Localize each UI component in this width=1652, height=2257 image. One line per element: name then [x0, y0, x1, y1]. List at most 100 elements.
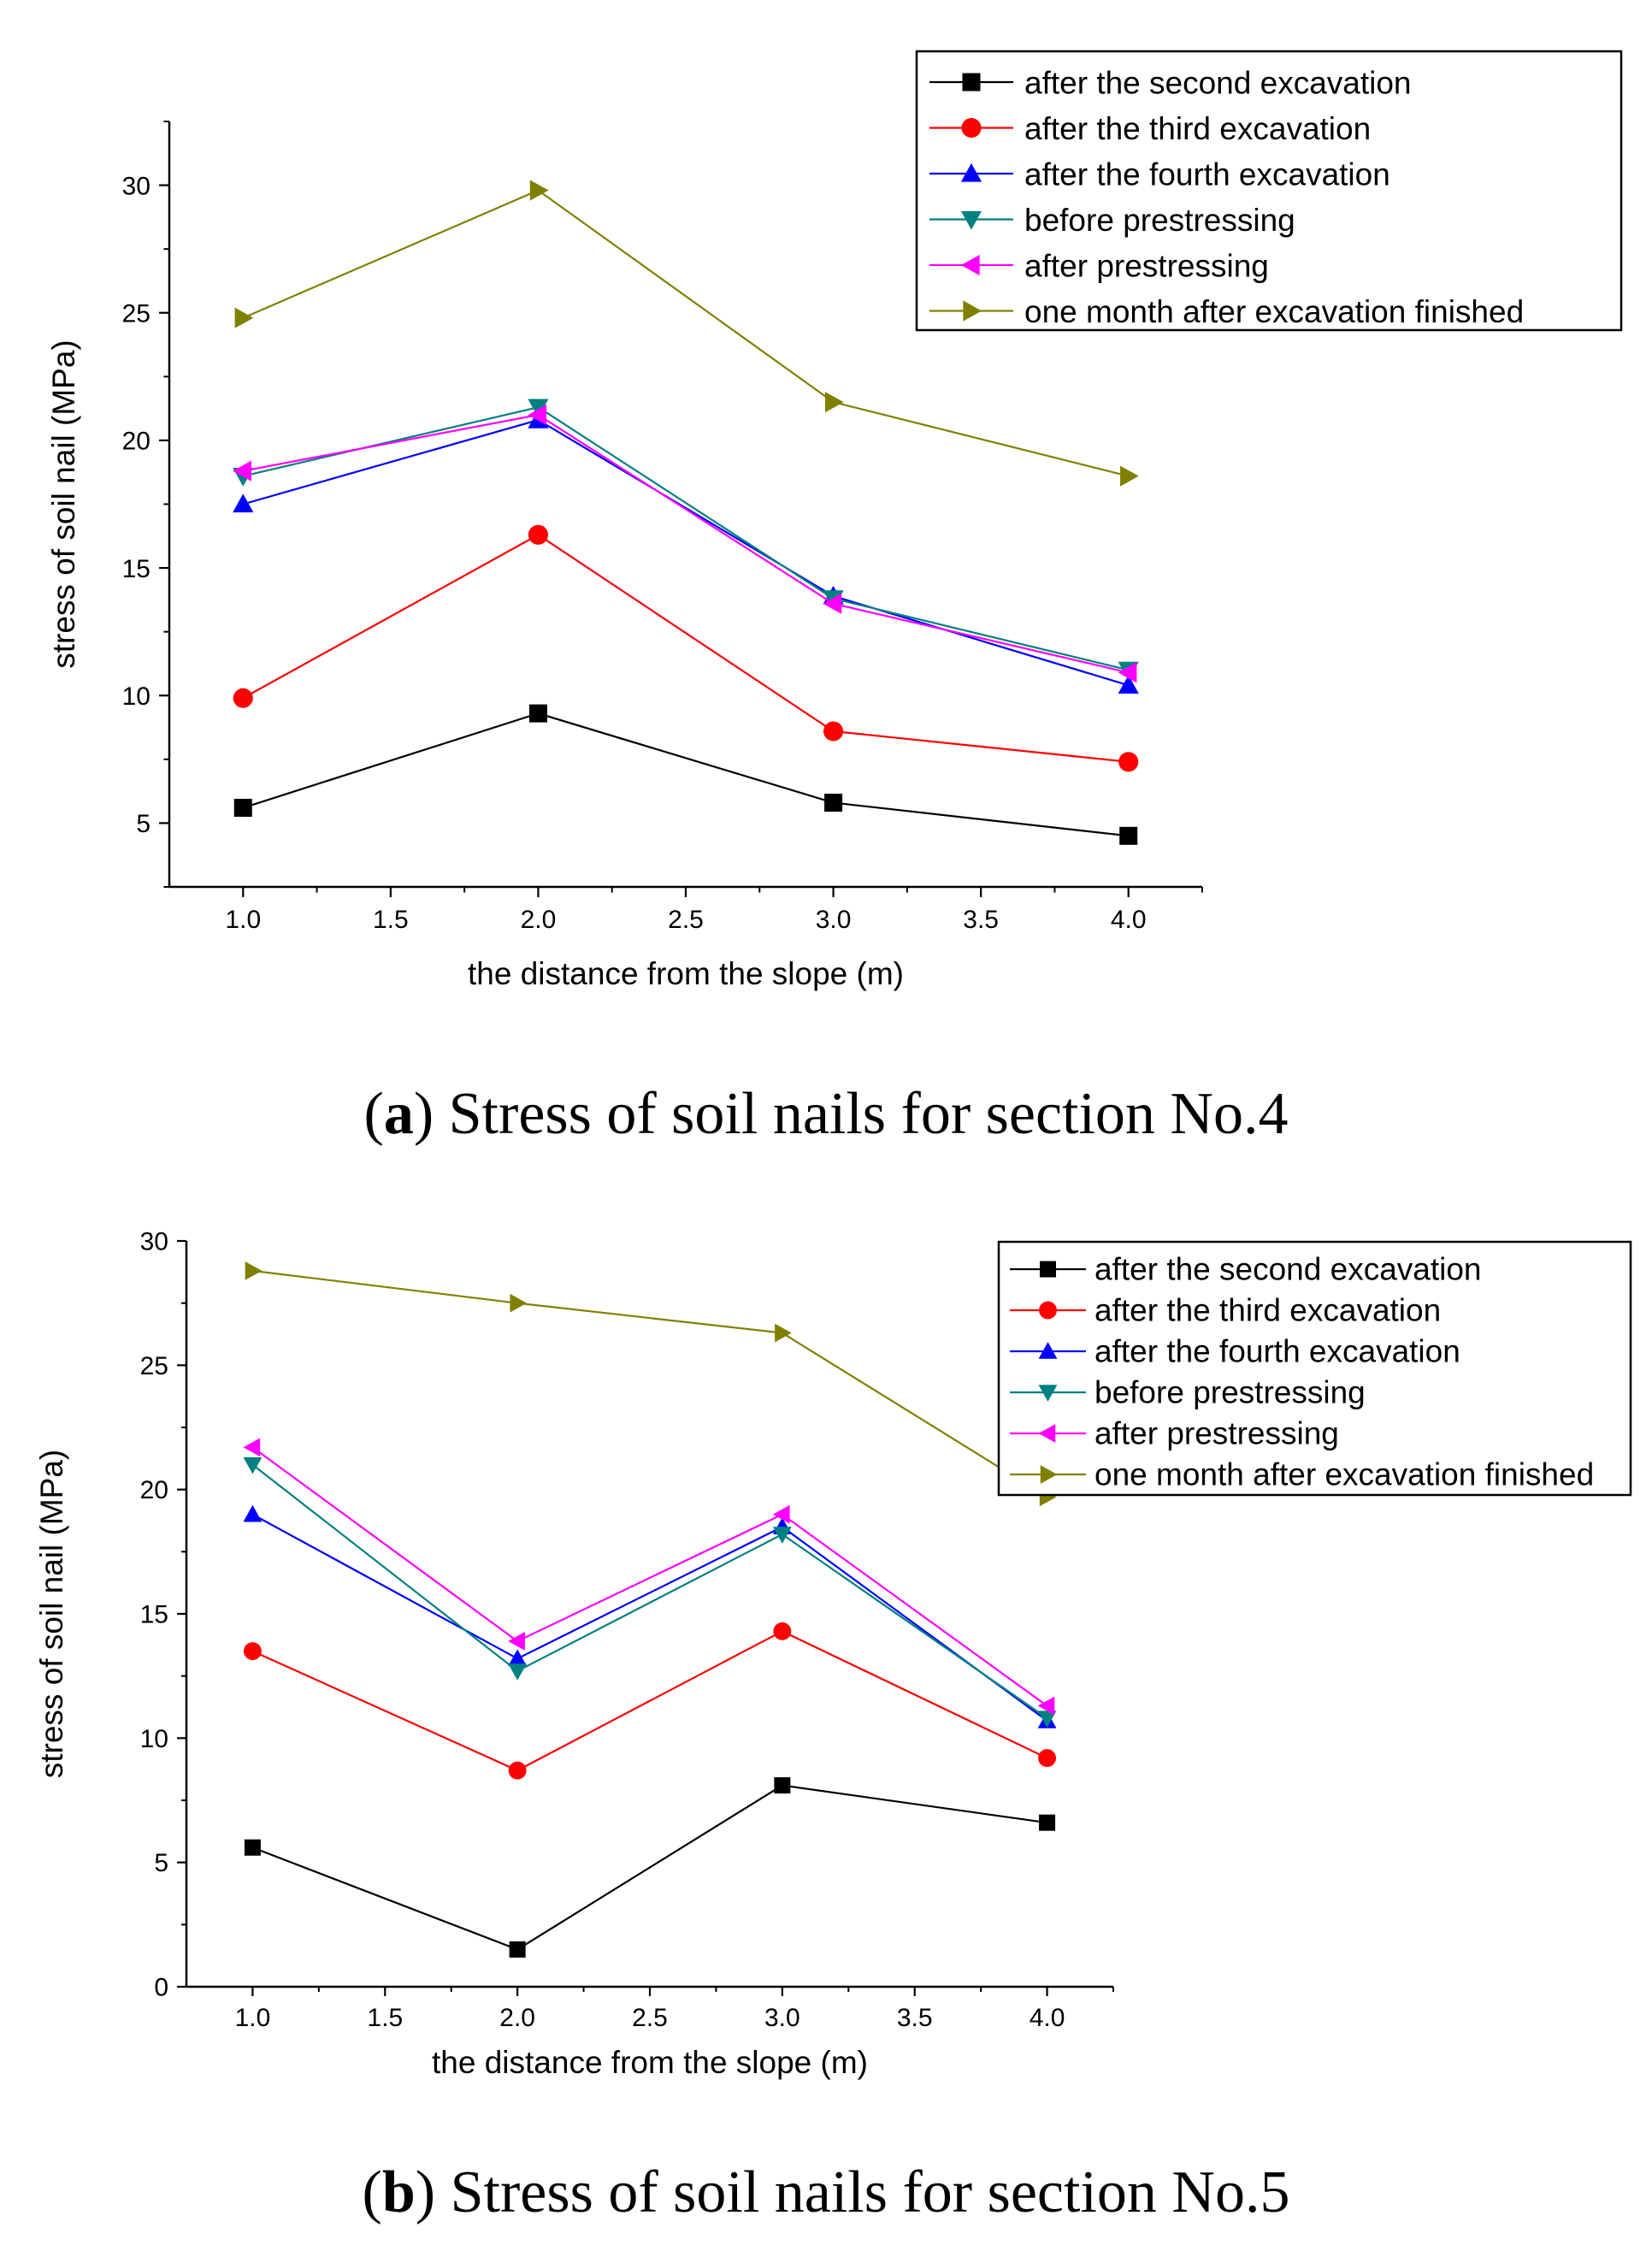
x-tick-label: 1.5: [367, 2004, 403, 2032]
data-point: [772, 1504, 790, 1524]
chart-a: 1.0 1.5 2.0 2.5 3.0 3.5 4.0 5 10 15 20 25 30 the dist…: [46, 50, 1623, 1147]
legend-marker: [961, 117, 982, 139]
data-point: [1037, 1710, 1057, 1728]
legend-marker: [962, 73, 981, 92]
data-point: [1039, 1814, 1056, 1831]
legend-marker: [1039, 1301, 1057, 1320]
x-axis-title: the distance from the slope (m): [432, 2045, 868, 2080]
legend-marker: [1040, 1465, 1058, 1484]
y-tick-label: 25: [122, 300, 150, 328]
series-line: [251, 1630, 1048, 1772]
legend-label: one month after excavation finished: [1024, 294, 1524, 329]
data-point: [1118, 752, 1139, 772]
data-point: [773, 1622, 792, 1640]
legend-label: after the second excavation: [1024, 65, 1412, 100]
legend-label: after the fourth excavation: [1024, 157, 1390, 192]
y-tick-label: 20: [140, 1476, 168, 1504]
data-point: [243, 1504, 263, 1522]
legend-marker: [1038, 1385, 1058, 1402]
legend: after the second excavation after the thi…: [997, 1240, 1632, 1497]
series-line: [251, 1463, 1048, 1719]
legend-box: [997, 1240, 1632, 1497]
legend-marker: [960, 162, 982, 182]
x-tick-label: 2.5: [632, 2004, 668, 2032]
series-line: [251, 1513, 1048, 1722]
y-tick-label: 20: [122, 428, 150, 456]
series-line: [252, 1269, 1048, 1498]
data-point: [233, 688, 253, 708]
series-after-the-second-excavation: [244, 1777, 1056, 1958]
legend-label: one month after excavation finished: [1094, 1457, 1594, 1492]
x-tick-label: 2.5: [668, 906, 704, 934]
y-tick-label: 30: [122, 172, 150, 200]
data-point: [772, 1527, 792, 1544]
series-after-the-third-excavation: [233, 524, 1139, 772]
legend-marker: [1038, 1342, 1058, 1359]
data-point: [1037, 1696, 1055, 1716]
data-point: [233, 493, 254, 513]
legend-marker: [960, 210, 982, 230]
x-tick-label: 3.5: [897, 2004, 933, 2032]
series-one-month-after-excavation-finished: [234, 180, 1139, 487]
caption-text: Stress of soil nails for section No.4: [434, 1081, 1288, 1147]
legend-label: after prestressing: [1094, 1416, 1339, 1451]
x-tick-label: 3.5: [963, 906, 999, 934]
caption-text: Stress of soil nails for section No.5: [435, 2160, 1289, 2225]
legend-box: [915, 50, 1623, 332]
caption-open-paren: (: [363, 2160, 382, 2225]
x-tick-label: 4.0: [1030, 2004, 1065, 2032]
series-after-the-fourth-excavation: [233, 409, 1139, 694]
data-point: [243, 1642, 262, 1661]
data-point: [1118, 675, 1139, 694]
data-point: [1119, 826, 1138, 845]
figure-caption: (b) Stress of soil nails for section No.…: [363, 2160, 1290, 2225]
legend-label: after prestressing: [1024, 248, 1269, 283]
legend-label: after the second excavation: [1094, 1252, 1482, 1287]
legend-marker: [963, 300, 982, 322]
x-tick-label: 3.0: [816, 906, 852, 934]
caption-close-paren: ): [416, 2160, 435, 2225]
caption-letter: b: [382, 2160, 416, 2225]
y-tick-label: 10: [122, 682, 150, 711]
legend-marker: [1038, 1424, 1056, 1443]
x-tick-label: 1.0: [225, 906, 261, 934]
x-tick-label: 1.0: [235, 2004, 271, 2032]
figure-caption: (a) Stress of soil nails for section No.…: [364, 1081, 1289, 1147]
legend-label: before prestressing: [1024, 203, 1295, 238]
chart-b: 1.0 1.5 2.0 2.5 3.0 3.5 4.0 0 5 10 15 20 25 30 the dis…: [34, 1227, 1632, 2225]
data-point: [1120, 465, 1139, 487]
data-point: [824, 392, 844, 413]
legend-label: after the third excavation: [1024, 111, 1371, 146]
data-point: [234, 307, 254, 328]
data-point: [508, 1632, 525, 1651]
data-point: [775, 1323, 792, 1343]
series-before-prestressing: [233, 399, 1139, 681]
data-point: [528, 405, 547, 426]
data-point: [233, 799, 252, 818]
series-line: [243, 413, 1129, 674]
y-tick-label: 5: [136, 810, 150, 838]
x-tick-label: 3.0: [764, 2004, 800, 2032]
series-before-prestressing: [243, 1456, 1057, 1728]
data-point: [510, 1293, 528, 1313]
series-line: [243, 405, 1129, 671]
x-tick-label: 2.0: [499, 2004, 535, 2032]
y-tick-label: 15: [122, 555, 150, 583]
x-axis-title: the distance from the slope (m): [468, 956, 904, 991]
data-point: [528, 399, 549, 418]
series-after-the-second-excavation: [233, 704, 1138, 845]
data-point: [824, 794, 843, 812]
series-line: [242, 712, 1129, 837]
data-point: [233, 460, 251, 482]
data-point: [245, 1261, 263, 1280]
data-point: [528, 704, 547, 723]
y-tick-label: 5: [154, 1849, 168, 1877]
data-point: [774, 1777, 791, 1794]
series-one-month-after-excavation-finished: [245, 1261, 1057, 1507]
series-after-prestressing: [233, 405, 1137, 683]
series-line: [242, 418, 1130, 687]
series-line: [242, 534, 1129, 763]
x-tick-label: 4.0: [1111, 906, 1147, 934]
data-point: [244, 1839, 261, 1856]
